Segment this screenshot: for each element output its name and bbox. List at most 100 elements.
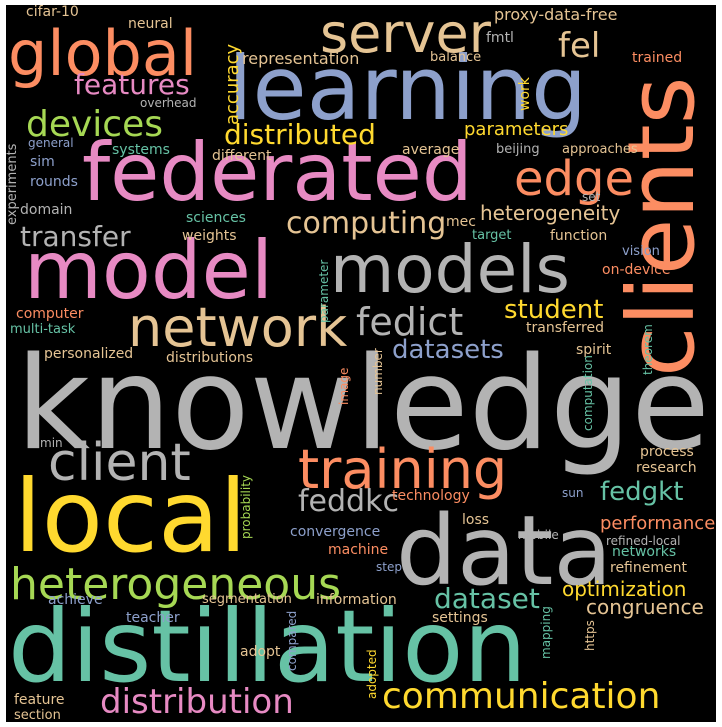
word-mec: mec bbox=[446, 214, 476, 230]
word-distributions: distributions bbox=[166, 350, 254, 366]
word-feature: feature bbox=[14, 692, 65, 708]
word-representation: representation bbox=[242, 49, 360, 68]
word-learning: learning bbox=[228, 37, 588, 140]
word-transfer: transfer bbox=[20, 220, 131, 253]
word-computing: computing bbox=[286, 206, 447, 241]
word-rounds: rounds bbox=[30, 174, 78, 190]
word-server: server bbox=[320, 5, 491, 65]
word-adopted: adopted bbox=[365, 649, 379, 699]
word-refinement: refinement bbox=[610, 560, 687, 576]
word-accuracy: accuracy bbox=[222, 43, 243, 125]
word-network: network bbox=[128, 296, 348, 359]
word-datasets: datasets bbox=[392, 335, 504, 365]
word-features: features bbox=[74, 68, 190, 101]
word-refined-local: refined-local bbox=[606, 534, 681, 548]
word-target: target bbox=[472, 228, 512, 243]
word-fmtl: fmtl bbox=[486, 30, 514, 46]
word-data: data bbox=[396, 495, 613, 607]
word-cloud: knowledge distillation local data model … bbox=[6, 5, 716, 722]
word-performance: performance bbox=[600, 513, 716, 534]
word-trained: trained bbox=[632, 50, 683, 66]
word-beijing: beijing bbox=[496, 142, 540, 157]
word-process: process bbox=[640, 444, 694, 460]
word-computer: computer bbox=[16, 306, 84, 322]
word-technology: technology bbox=[392, 488, 470, 504]
word-experiments: experiments bbox=[6, 143, 20, 225]
word-image: image bbox=[337, 367, 351, 405]
word-local: local bbox=[14, 458, 248, 575]
word-work: work bbox=[517, 77, 533, 111]
word-different: different bbox=[212, 148, 272, 164]
word-number: number bbox=[371, 348, 385, 395]
word-average: average bbox=[402, 142, 460, 158]
word-general: general bbox=[28, 136, 74, 150]
word-multi-task: multi-task bbox=[10, 322, 76, 337]
word-fedict: fedict bbox=[356, 300, 464, 344]
word-fedgkt: fedgkt bbox=[600, 477, 684, 507]
word-computation: computation bbox=[581, 355, 595, 431]
word-balance: balance bbox=[430, 50, 482, 65]
word-fel: fel bbox=[558, 26, 601, 66]
word-adopt: adopt bbox=[240, 644, 281, 660]
word-heterogeneous: heterogeneous bbox=[10, 559, 342, 610]
word-min: min bbox=[40, 436, 63, 450]
word-step: step bbox=[376, 560, 402, 574]
word-https: https bbox=[583, 620, 597, 651]
word-theorem: theorem bbox=[641, 324, 655, 375]
word-model: model bbox=[24, 224, 274, 317]
word-neural: neural bbox=[128, 16, 173, 32]
word-machine: machine bbox=[328, 542, 389, 558]
word-personalized: personalized bbox=[44, 346, 134, 362]
word-dataset: dataset bbox=[434, 582, 540, 615]
word-mobile: mobile bbox=[518, 528, 559, 542]
word-federated: federated bbox=[82, 126, 473, 219]
word-proxy-data-free: proxy-data-free bbox=[494, 5, 618, 24]
word-client: client bbox=[48, 433, 191, 493]
word-edge: edge bbox=[514, 151, 634, 207]
word-clients: clients bbox=[608, 76, 715, 377]
word-spirit: spirit bbox=[576, 342, 612, 358]
word-research: research bbox=[636, 460, 697, 476]
word-congruence: congruence bbox=[586, 595, 704, 619]
word-loss: loss bbox=[462, 512, 490, 528]
word-settings: settings bbox=[432, 610, 488, 626]
word-domain: domain bbox=[20, 202, 73, 218]
word-training: training bbox=[298, 438, 508, 501]
word-achieve: achieve bbox=[48, 592, 103, 608]
word-communication: communication bbox=[382, 676, 661, 717]
word-feddkc: feddkc bbox=[298, 484, 399, 519]
word-section: section bbox=[14, 708, 61, 722]
word-weights: weights bbox=[182, 228, 237, 244]
word-cifar-10: cifar-10 bbox=[26, 5, 79, 20]
word-optimization: optimization bbox=[562, 577, 687, 601]
word-systems: systems bbox=[112, 142, 170, 158]
word-distillation: distillation bbox=[8, 588, 527, 705]
word-information: information bbox=[316, 592, 397, 608]
word-heterogeneity: heterogeneity bbox=[480, 201, 621, 225]
word-sun: sun bbox=[562, 486, 584, 500]
word-parameters: parameters bbox=[464, 119, 569, 140]
word-mapping: mapping bbox=[539, 606, 553, 659]
word-sciences: sciences bbox=[186, 210, 246, 226]
word-knowledge: knowledge bbox=[16, 330, 710, 479]
word-convergence: convergence bbox=[290, 524, 381, 540]
word-models: models bbox=[330, 231, 570, 308]
word-distribution: distribution bbox=[100, 682, 294, 722]
word-teacher: teacher bbox=[126, 610, 180, 626]
word-vision: vision bbox=[622, 244, 660, 259]
word-global: global bbox=[8, 17, 198, 90]
word-distributed: distributed bbox=[224, 118, 376, 151]
word-compared: compared bbox=[285, 610, 299, 671]
word-on-device: on-device bbox=[602, 262, 671, 278]
word-probability: probability bbox=[239, 474, 253, 539]
word-devices: devices bbox=[26, 104, 164, 145]
word-function: function bbox=[550, 228, 608, 244]
word-set: set bbox=[582, 190, 601, 204]
word-transferred: transferred bbox=[526, 320, 604, 336]
word-parameter: parameter bbox=[317, 259, 331, 323]
word-approaches: approaches bbox=[562, 142, 638, 157]
word-segmentation: segmentation bbox=[202, 592, 292, 607]
word-networks: networks bbox=[612, 544, 677, 560]
word-overhead: overhead bbox=[140, 96, 197, 110]
word-sim: sim bbox=[30, 154, 55, 170]
